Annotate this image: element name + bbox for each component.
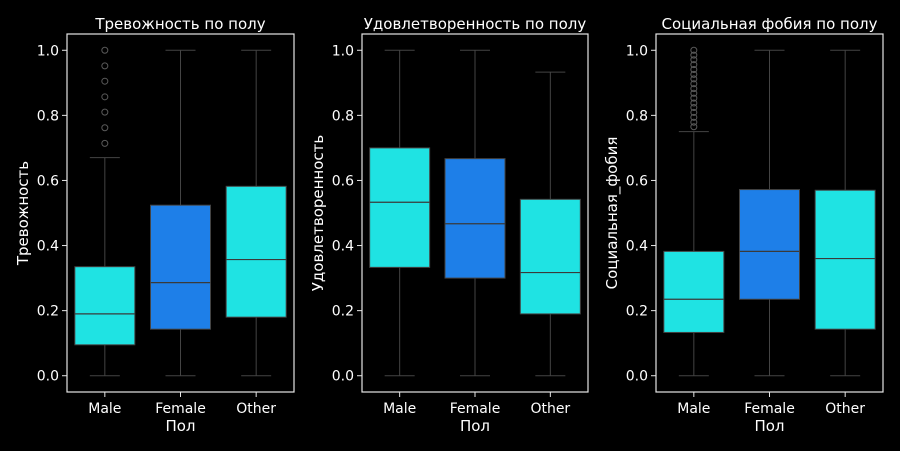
outlier-point <box>101 62 109 70</box>
axes-frame <box>66 33 295 393</box>
y-axis-label: Социальная_фобия <box>603 137 622 290</box>
chart-title: Удовлетворенность по полу <box>364 15 587 33</box>
chart-title: Социальная фобия по полу <box>661 15 877 33</box>
y-tick-label: 0.2 <box>332 304 354 320</box>
chart-panel-2: Удовлетворенность по полу 0.0 0.2 0.4 0.6 0.8… <box>309 15 589 435</box>
box-other <box>225 49 287 377</box>
box-male <box>369 49 431 377</box>
outlier-point <box>101 108 109 116</box>
box-male <box>663 46 725 377</box>
outlier-point <box>690 65 698 73</box>
y-tick-label: 1.0 <box>332 43 354 59</box>
iqr-box <box>519 198 581 315</box>
outlier-point <box>101 77 109 85</box>
outlier-point <box>690 118 698 126</box>
iqr-box <box>74 266 136 346</box>
iqr-box <box>814 189 876 330</box>
box-other <box>814 49 876 377</box>
iqr-box <box>369 147 431 268</box>
y-axis-label: Тревожность <box>14 161 32 266</box>
x-tick-label: Male <box>88 401 121 417</box>
x-tick-label: Female <box>155 401 206 417</box>
outlier-point <box>690 56 698 64</box>
y-tick-label: 1.0 <box>37 43 59 59</box>
y-tick-label: 0.2 <box>626 304 648 320</box>
y-tick-label: 0.0 <box>37 369 59 385</box>
y-tick-label: 0.6 <box>332 173 354 189</box>
outlier-point <box>690 89 698 97</box>
outlier-point <box>690 108 698 116</box>
iqr-box <box>444 158 506 279</box>
y-tick-label: 0.4 <box>626 239 648 255</box>
x-tick-label: Female <box>450 401 501 417</box>
x-tick-label: Other <box>530 401 570 417</box>
y-tick-label: 0.8 <box>37 108 59 124</box>
y-tick-label: 1.0 <box>626 43 648 59</box>
outlier-point <box>690 61 698 69</box>
chart-title: Тревожность по полу <box>94 15 265 33</box>
y-tick-label: 0.2 <box>37 304 59 320</box>
y-tick-label: 0.0 <box>626 369 648 385</box>
y-tick-label: 0.4 <box>332 239 354 255</box>
iqr-box <box>663 250 725 333</box>
x-tick-label: Male <box>383 401 416 417</box>
outlier-point <box>690 85 698 93</box>
outlier-point <box>690 104 698 112</box>
outlier-point <box>690 46 698 54</box>
box-other <box>519 71 581 377</box>
box-female <box>444 49 506 377</box>
chart-panel-3: Социальная фобия по полу 0.0 0.2 0.4 0.6 0.8 1… <box>603 15 884 435</box>
y-tick-label: 0.6 <box>37 173 59 189</box>
box-female <box>150 49 211 377</box>
x-axis-label: Пол <box>165 417 195 435</box>
iqr-box <box>739 189 800 300</box>
box-male <box>74 46 136 377</box>
x-tick-label: Male <box>677 401 710 417</box>
y-tick-label: 0.8 <box>332 108 354 124</box>
y-tick-label: 0.0 <box>332 369 354 385</box>
outlier-point <box>690 123 698 131</box>
axes-frame <box>655 33 884 393</box>
chart-panel-1: Тревожность по полу 0.0 0.2 0.4 0.6 0.8 1.0 Mal… <box>14 15 295 435</box>
x-tick-label: Other <box>825 401 865 417</box>
y-tick-label: 0.8 <box>626 108 648 124</box>
x-tick-label: Female <box>744 401 795 417</box>
y-tick-label: 0.6 <box>626 173 648 189</box>
box-female <box>739 49 800 377</box>
y-tick-label: 0.4 <box>37 239 59 255</box>
iqr-box <box>150 204 211 330</box>
x-axis-label: Пол <box>754 417 784 435</box>
outlier-point <box>690 99 698 107</box>
axes-frame <box>361 33 589 393</box>
outlier-point <box>690 75 698 83</box>
outlier-point <box>690 80 698 88</box>
outlier-point <box>101 46 109 54</box>
iqr-box <box>225 185 287 318</box>
outlier-point <box>690 94 698 102</box>
y-axis-label: Удовлетворенность <box>309 135 327 291</box>
outlier-point <box>101 124 109 132</box>
outlier-point <box>101 139 109 147</box>
outlier-point <box>690 51 698 59</box>
outlier-point <box>101 93 109 101</box>
outlier-point <box>690 113 698 121</box>
outlier-point <box>690 70 698 78</box>
x-axis-label: Пол <box>460 417 490 435</box>
x-tick-label: Other <box>236 401 276 417</box>
